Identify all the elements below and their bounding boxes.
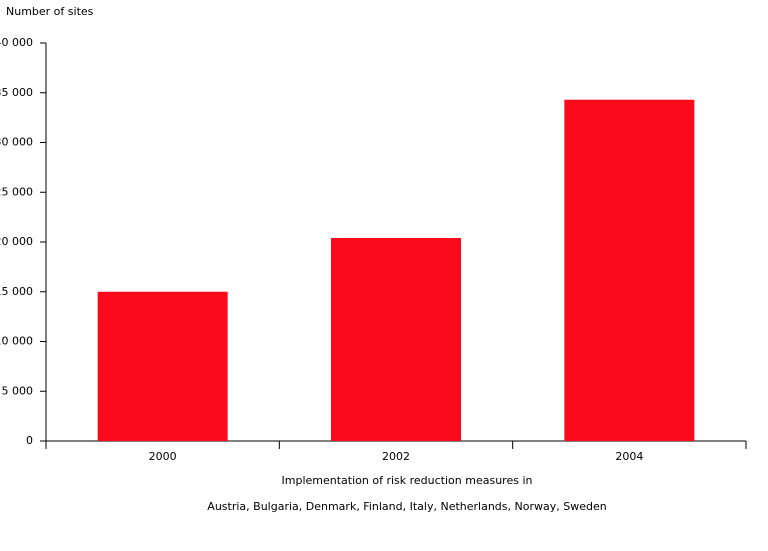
bar: [564, 99, 695, 441]
y-tick-label: 5 000: [2, 384, 34, 397]
y-tick-label: 35 000: [0, 86, 33, 99]
y-tick-label: 30 000: [0, 136, 33, 149]
y-tick-label: 0: [26, 434, 33, 447]
y-tick-label: 20 000: [0, 235, 33, 248]
bar: [97, 291, 228, 441]
y-tick-label: 40 000: [0, 36, 33, 49]
bar: [331, 238, 461, 441]
y-tick-label: 25 000: [0, 185, 33, 198]
x-axis-label: Austria, Bulgaria, Denmark, Finland, Ita…: [207, 500, 606, 513]
x-axis-label: Implementation of risk reduction measure…: [282, 474, 533, 487]
x-tick-label: 2002: [382, 450, 410, 463]
y-tick-label: 15 000: [0, 285, 33, 298]
x-tick-label: 2000: [149, 450, 177, 463]
y-tick-label: 10 000: [0, 335, 33, 348]
x-tick-label: 2004: [615, 450, 643, 463]
y-axis-label: Number of sites: [6, 5, 94, 18]
